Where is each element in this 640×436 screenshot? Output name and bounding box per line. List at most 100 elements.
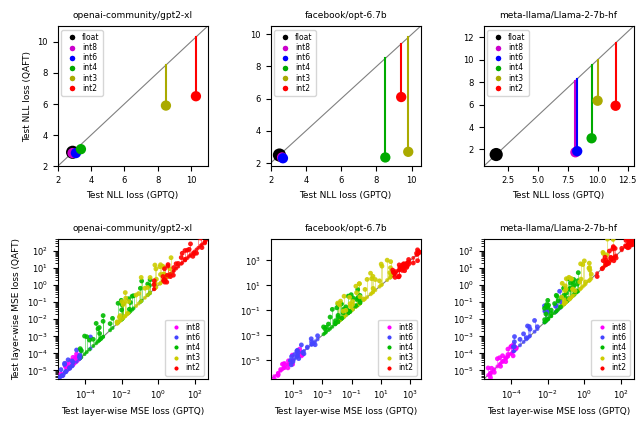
Point bbox=[362, 276, 372, 283]
Point bbox=[396, 264, 406, 271]
Point bbox=[64, 365, 74, 372]
Point bbox=[485, 369, 495, 376]
Point bbox=[578, 261, 588, 268]
Point bbox=[71, 359, 81, 366]
X-axis label: Test layer-wise MSE loss (GPTQ): Test layer-wise MSE loss (GPTQ) bbox=[274, 407, 417, 416]
Point bbox=[593, 97, 603, 104]
Point bbox=[351, 303, 361, 310]
Point bbox=[605, 255, 616, 262]
Point bbox=[56, 371, 66, 378]
Legend: float, int8, int6, int4, int3, int2: float, int8, int6, int4, int3, int2 bbox=[275, 30, 316, 96]
Point bbox=[550, 303, 561, 310]
Point bbox=[511, 346, 521, 353]
Point bbox=[603, 259, 613, 266]
Point bbox=[540, 319, 550, 326]
Point bbox=[65, 364, 75, 371]
Point bbox=[563, 276, 573, 283]
Point bbox=[327, 324, 337, 330]
Point bbox=[483, 371, 493, 378]
Point bbox=[503, 351, 513, 358]
Point bbox=[88, 343, 99, 350]
Point bbox=[521, 336, 531, 343]
Point bbox=[621, 237, 631, 244]
Point bbox=[140, 285, 150, 292]
Point bbox=[601, 257, 611, 264]
Point bbox=[76, 354, 86, 361]
Point bbox=[611, 255, 621, 262]
Point bbox=[408, 259, 419, 266]
Point bbox=[310, 341, 320, 348]
Point bbox=[397, 264, 407, 271]
Point bbox=[402, 262, 412, 269]
Point bbox=[120, 313, 130, 320]
Point bbox=[564, 296, 575, 303]
Point bbox=[560, 300, 570, 307]
Point bbox=[307, 341, 317, 347]
Point bbox=[292, 353, 303, 360]
Point bbox=[75, 354, 85, 361]
Point bbox=[570, 149, 580, 156]
Point bbox=[403, 256, 413, 263]
Point bbox=[157, 263, 168, 270]
Point bbox=[269, 373, 280, 380]
Point bbox=[489, 366, 499, 373]
Point bbox=[390, 269, 401, 276]
Point bbox=[398, 263, 408, 270]
Point bbox=[289, 355, 300, 362]
Point bbox=[348, 306, 358, 313]
Point bbox=[497, 358, 508, 365]
Point bbox=[529, 317, 540, 324]
Point bbox=[74, 353, 84, 360]
Point bbox=[164, 271, 175, 278]
Point bbox=[67, 150, 77, 157]
Point bbox=[67, 362, 77, 369]
Point bbox=[112, 320, 122, 327]
Point bbox=[552, 293, 562, 300]
Point bbox=[125, 299, 136, 306]
Point bbox=[601, 261, 611, 268]
Point bbox=[184, 246, 195, 253]
Point bbox=[500, 354, 511, 361]
Point bbox=[556, 298, 566, 305]
Point bbox=[116, 317, 126, 324]
Point bbox=[370, 276, 380, 283]
Point bbox=[543, 297, 553, 304]
Point bbox=[572, 281, 582, 288]
Point bbox=[287, 361, 298, 368]
Point bbox=[136, 297, 147, 304]
Point bbox=[609, 254, 619, 261]
Point bbox=[351, 303, 361, 310]
Point bbox=[345, 303, 355, 310]
Point bbox=[140, 294, 150, 301]
Point bbox=[396, 266, 406, 272]
Point bbox=[355, 293, 365, 300]
Point bbox=[115, 317, 125, 324]
Point bbox=[570, 290, 580, 297]
Point bbox=[159, 276, 170, 283]
Point bbox=[61, 368, 71, 375]
Point bbox=[598, 264, 608, 271]
Point bbox=[292, 347, 302, 354]
Point bbox=[627, 237, 637, 244]
Point bbox=[508, 352, 518, 359]
Point bbox=[320, 330, 330, 337]
Point bbox=[159, 276, 170, 283]
Point bbox=[64, 361, 74, 368]
Point bbox=[541, 318, 551, 325]
Point bbox=[68, 354, 78, 361]
Point bbox=[149, 277, 159, 284]
Point bbox=[98, 312, 108, 319]
Point bbox=[498, 358, 508, 365]
Point bbox=[165, 273, 175, 280]
Point bbox=[541, 317, 552, 324]
Point bbox=[333, 312, 343, 319]
Point bbox=[75, 355, 85, 362]
Point bbox=[310, 338, 320, 345]
X-axis label: Test NLL loss (GPTQ): Test NLL loss (GPTQ) bbox=[86, 191, 179, 200]
Point bbox=[74, 353, 84, 360]
Point bbox=[338, 308, 348, 315]
Point bbox=[559, 300, 570, 307]
Point bbox=[515, 342, 525, 349]
Point bbox=[546, 313, 556, 320]
Point bbox=[572, 287, 582, 294]
